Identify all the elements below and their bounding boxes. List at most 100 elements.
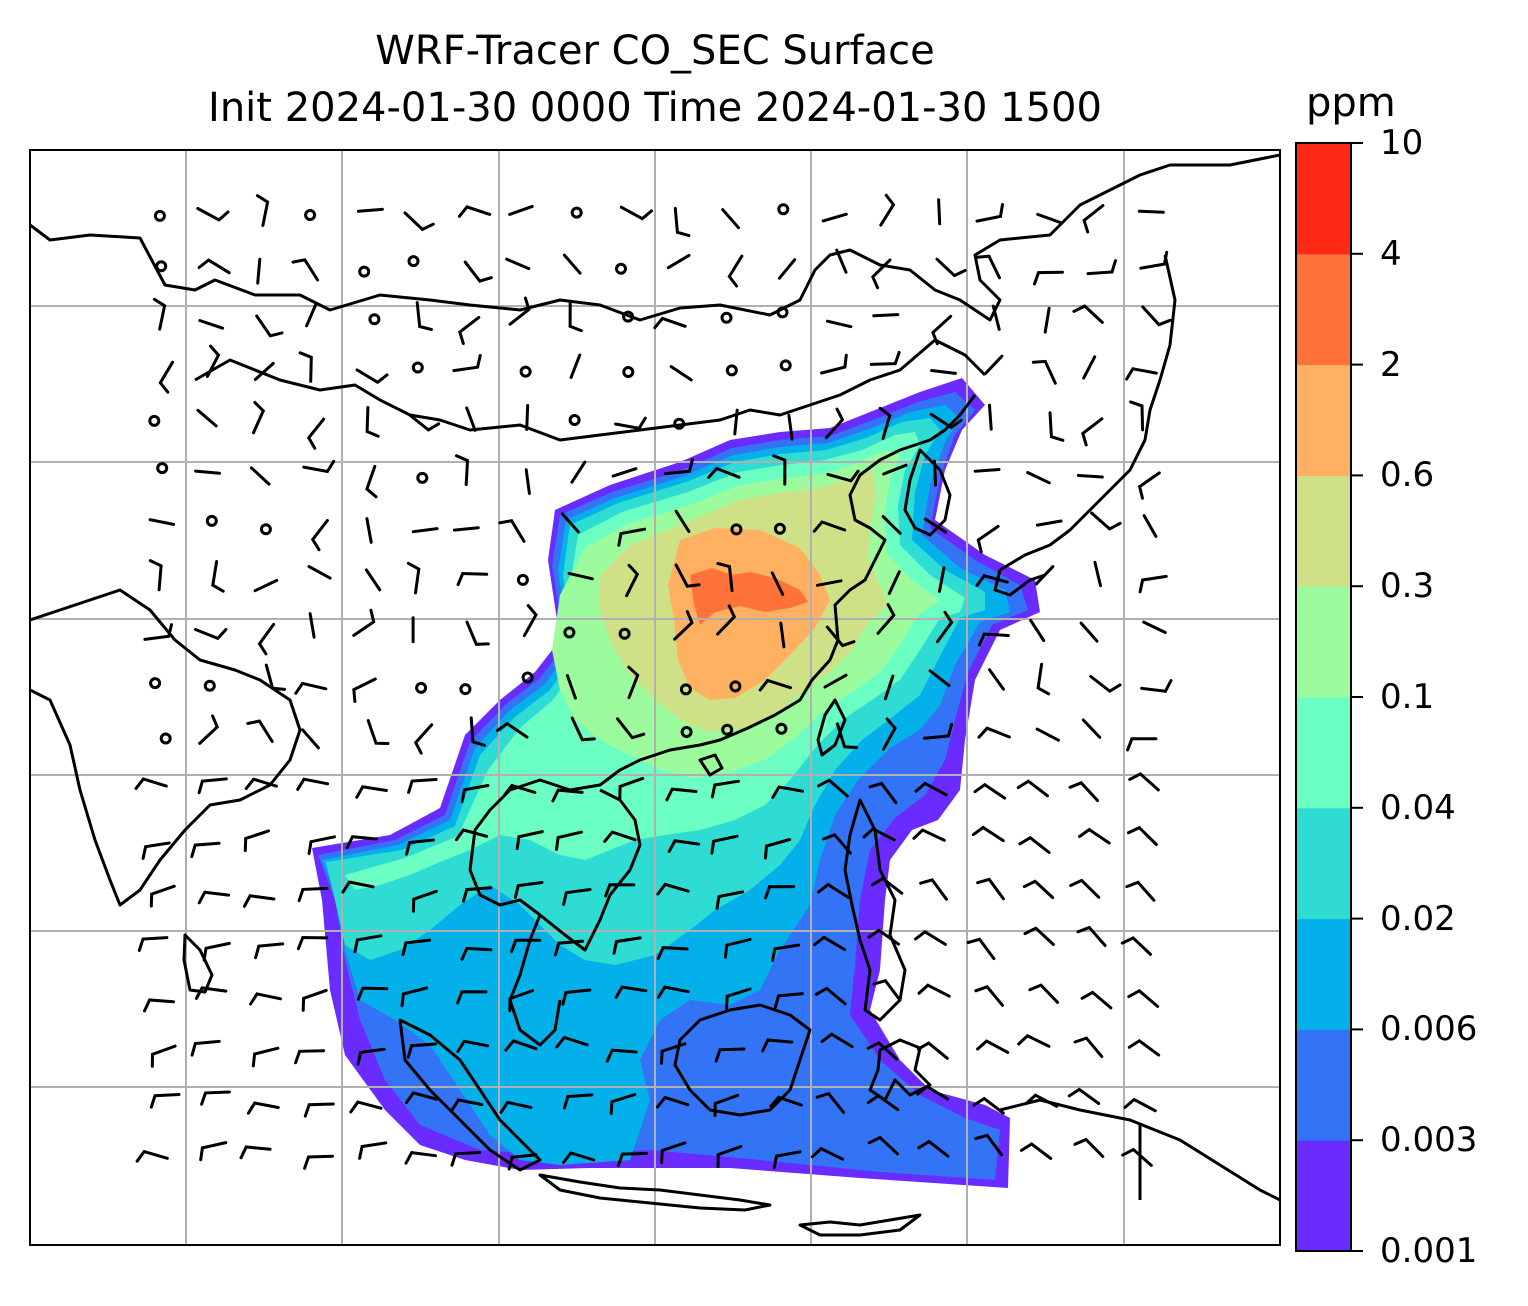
wind-barb: [1035, 727, 1060, 742]
wind-barb: [928, 669, 951, 688]
wind-barb: [930, 369, 957, 375]
wind-barb: [310, 519, 329, 552]
wind-barb: [562, 888, 592, 906]
calm-marker: [622, 310, 635, 323]
wind-barb: [356, 207, 384, 213]
wind-barb: [456, 1039, 490, 1053]
wind-barb: [190, 841, 221, 859]
wind-barb: [404, 1091, 439, 1105]
wind-barb: [411, 527, 439, 534]
calm-marker: [205, 514, 218, 527]
wind-barb: [296, 935, 329, 951]
wind-barb: [1127, 988, 1160, 1008]
wind-barb: [134, 777, 168, 790]
wind-barb: [771, 785, 805, 799]
wind-barb: [1016, 779, 1049, 798]
wind-barb: [614, 985, 648, 999]
wind-barb: [403, 211, 435, 232]
wind-barb: [812, 520, 847, 533]
wind-barb: [669, 365, 693, 382]
wind-barb: [455, 454, 470, 486]
colorbar-band-0.04: [1296, 697, 1351, 809]
calm-marker: [149, 677, 162, 690]
calm-marker: [720, 311, 733, 324]
wind-barb: [976, 877, 1005, 901]
calm-marker: [259, 523, 272, 536]
calm-wind-markers: [148, 203, 792, 745]
calm-marker: [615, 262, 627, 275]
wind-barb: [1026, 471, 1051, 485]
wind-barb: [1086, 259, 1117, 276]
calm-marker: [777, 203, 790, 216]
taiwan: [816, 698, 847, 757]
colorbar-band-4: [1296, 143, 1351, 255]
wind-barb: [977, 726, 1011, 739]
wind-barb: [1069, 878, 1101, 899]
wind-barb: [356, 986, 389, 1001]
wind-barb: [297, 886, 329, 903]
wind-barb: [1023, 926, 1055, 946]
calm-marker: [411, 361, 424, 374]
wind-barb: [871, 258, 892, 290]
borneo: [673, 1003, 812, 1117]
wind-barb: [251, 1046, 280, 1068]
wind-barb: [408, 413, 441, 432]
wind-barb: [721, 208, 740, 230]
colorbar-band-0.001: [1296, 1140, 1351, 1252]
wind-barb: [1080, 990, 1113, 1010]
colorbar-band-0.6: [1296, 364, 1351, 476]
wind-barb: [495, 721, 529, 739]
calm-marker: [730, 523, 743, 536]
wind-barb: [1141, 305, 1172, 327]
colorbar-tick-label: 0.001: [1380, 1231, 1478, 1271]
calm-marker: [775, 722, 788, 735]
wind-barb: [197, 258, 231, 275]
wind-barb: [562, 1093, 594, 1110]
wind-barb: [450, 1098, 484, 1112]
wind-barb: [919, 878, 948, 901]
wind-barb: [406, 561, 421, 595]
wind-barb: [510, 938, 542, 953]
colorbar-tick-label: 0.3: [1380, 566, 1435, 607]
wind-barb: [353, 934, 383, 954]
wind-barb: [931, 314, 953, 346]
wind-barb: [914, 781, 948, 797]
wind-barb: [887, 570, 901, 595]
wind-barb: [867, 1135, 899, 1156]
wind-barb: [869, 350, 901, 366]
wind-barb: [349, 1100, 383, 1114]
wind-barb: [345, 835, 378, 849]
wind-barb: [196, 207, 230, 222]
wind-barb: [264, 663, 286, 691]
wind-barb: [1139, 250, 1169, 270]
wind-barb: [871, 876, 904, 895]
wind-barb: [1029, 618, 1046, 642]
wind-barb: [1068, 781, 1099, 802]
wind-barb: [524, 468, 531, 495]
wind-barb: [463, 260, 493, 283]
wind-barb: [522, 604, 538, 638]
wind-barb: [307, 835, 336, 855]
wind-barb: [923, 722, 954, 740]
wind-barb: [413, 723, 434, 755]
wind-barb: [727, 254, 744, 288]
wind-barb: [773, 992, 804, 1009]
colorbar-band-2: [1296, 253, 1351, 366]
co-band-2: [690, 568, 808, 625]
wind-barb: [817, 882, 850, 899]
wind-barb: [716, 1145, 743, 1169]
wind-barb: [415, 301, 433, 331]
wind-barb: [823, 673, 848, 689]
wind-barb: [197, 777, 228, 795]
wind-barb: [882, 463, 908, 476]
wind-barb: [1076, 925, 1107, 947]
wind-barb: [508, 989, 535, 1013]
wind-barb: [1067, 1087, 1101, 1105]
wind-barb: [149, 884, 176, 908]
colorbar-tick-label: 0.003: [1380, 1120, 1478, 1161]
wind-barb: [938, 566, 946, 593]
wind-barb: [914, 929, 947, 946]
wind-barb: [356, 1047, 386, 1066]
wind-barb: [555, 1035, 589, 1049]
wind-barb: [820, 353, 848, 375]
